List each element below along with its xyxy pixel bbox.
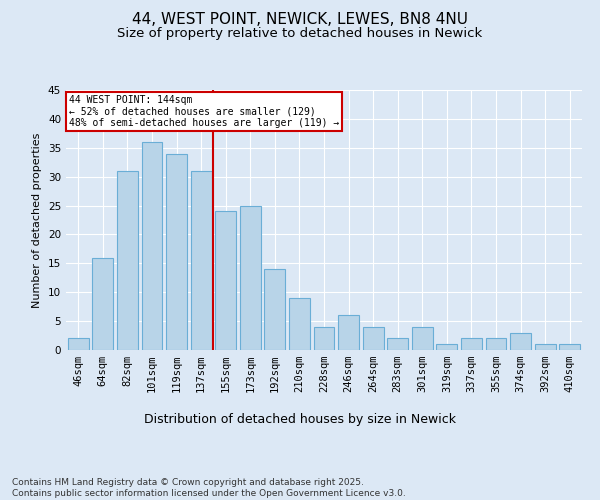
Bar	[387, 338, 408, 350]
Bar	[362, 327, 383, 350]
Bar	[535, 344, 556, 350]
Bar	[215, 212, 236, 350]
Bar	[68, 338, 89, 350]
Bar	[485, 338, 506, 350]
Bar	[314, 327, 334, 350]
Text: 44, WEST POINT, NEWICK, LEWES, BN8 4NU: 44, WEST POINT, NEWICK, LEWES, BN8 4NU	[132, 12, 468, 28]
Text: Contains HM Land Registry data © Crown copyright and database right 2025.
Contai: Contains HM Land Registry data © Crown c…	[12, 478, 406, 498]
Bar	[166, 154, 187, 350]
Bar	[142, 142, 163, 350]
Text: Distribution of detached houses by size in Newick: Distribution of detached houses by size …	[144, 412, 456, 426]
Bar	[559, 344, 580, 350]
Bar	[92, 258, 113, 350]
Bar	[191, 171, 212, 350]
Bar	[240, 206, 261, 350]
Bar	[117, 171, 138, 350]
Text: Size of property relative to detached houses in Newick: Size of property relative to detached ho…	[118, 28, 482, 40]
Bar	[510, 332, 531, 350]
Y-axis label: Number of detached properties: Number of detached properties	[32, 132, 43, 308]
Bar	[412, 327, 433, 350]
Bar	[338, 316, 359, 350]
Bar	[436, 344, 457, 350]
Text: 44 WEST POINT: 144sqm
← 52% of detached houses are smaller (129)
48% of semi-det: 44 WEST POINT: 144sqm ← 52% of detached …	[68, 95, 339, 128]
Bar	[289, 298, 310, 350]
Bar	[265, 269, 286, 350]
Bar	[461, 338, 482, 350]
